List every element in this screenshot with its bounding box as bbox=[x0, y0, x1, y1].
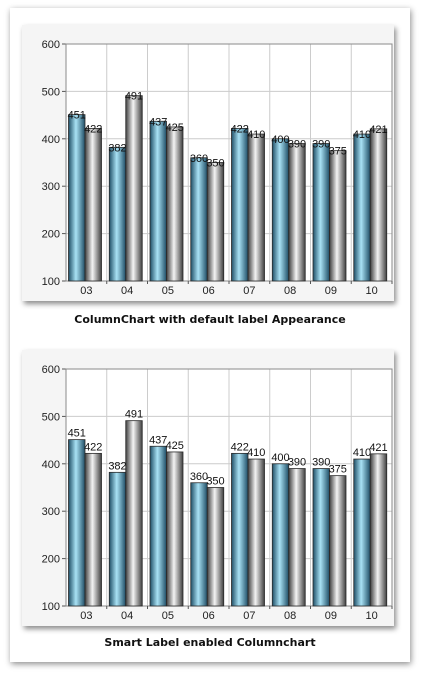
data-label: 350 bbox=[206, 158, 224, 170]
data-label: 437 bbox=[149, 434, 167, 446]
data-label: 382 bbox=[108, 460, 126, 472]
bar-series2-03 bbox=[84, 452, 102, 607]
x-tick-label: 07 bbox=[243, 610, 255, 622]
bar-series1-03 bbox=[68, 114, 86, 282]
data-label: 390 bbox=[312, 457, 330, 469]
x-tick-label: 04 bbox=[121, 285, 133, 297]
data-label: 410 bbox=[353, 129, 371, 141]
bar-series1-07 bbox=[231, 127, 249, 282]
data-label: 422 bbox=[84, 441, 102, 453]
x-tick-label: 10 bbox=[366, 285, 378, 297]
y-tick-label: 100 bbox=[42, 601, 60, 613]
bar-series2-05 bbox=[166, 126, 184, 282]
bar-series2-10 bbox=[369, 453, 388, 607]
chart-frame-smart-labels: 100 200 300 400 500 600 451 422 03 382 491 04 437 425… bbox=[22, 350, 394, 626]
bar-series1-03 bbox=[68, 439, 86, 607]
x-tick-label: 08 bbox=[284, 285, 296, 297]
bar-series2-04 bbox=[125, 420, 143, 607]
bar-series1-10 bbox=[353, 133, 371, 282]
bar-series2-04 bbox=[125, 95, 143, 282]
data-label: 375 bbox=[329, 464, 347, 476]
bar-series1-08 bbox=[271, 463, 290, 607]
bar-series2-07 bbox=[247, 458, 265, 607]
x-tick-label: 06 bbox=[203, 285, 215, 297]
data-label: 425 bbox=[166, 440, 184, 452]
bar-series2-05 bbox=[166, 451, 184, 607]
y-tick-label: 400 bbox=[42, 134, 60, 146]
bar-series1-08 bbox=[271, 138, 290, 282]
bar-series1-06 bbox=[190, 157, 208, 282]
data-label: 390 bbox=[312, 139, 330, 151]
data-label: 451 bbox=[68, 110, 86, 122]
x-tick-label: 09 bbox=[325, 610, 337, 622]
data-label: 421 bbox=[369, 124, 387, 136]
bar-series2-07 bbox=[247, 133, 265, 282]
data-label: 382 bbox=[108, 142, 126, 154]
x-tick-label: 04 bbox=[121, 610, 133, 622]
column-chart-default-labels: 1002003004005006004514220338249104437425… bbox=[42, 39, 393, 297]
data-label: 400 bbox=[271, 134, 289, 146]
column-chart-smart-labels: 1002003004005006004514220338249104437425… bbox=[42, 364, 393, 622]
data-label: 410 bbox=[353, 447, 371, 459]
bar-series1-06 bbox=[190, 482, 208, 607]
bar-series2-09 bbox=[329, 150, 347, 282]
bar-series2-09 bbox=[329, 475, 347, 607]
y-tick-label: 300 bbox=[42, 181, 60, 193]
x-tick-label: 10 bbox=[366, 610, 378, 622]
x-tick-label: 03 bbox=[80, 610, 92, 622]
bar-series2-08 bbox=[288, 143, 306, 282]
bar-series2-06 bbox=[206, 162, 225, 282]
data-label: 437 bbox=[149, 116, 167, 128]
x-tick-label: 06 bbox=[203, 610, 215, 622]
x-tick-label: 03 bbox=[80, 285, 92, 297]
y-tick-label: 600 bbox=[42, 364, 60, 376]
bar-series1-04 bbox=[108, 471, 127, 607]
data-label: 422 bbox=[231, 123, 249, 135]
chart-panel: 100 200 300 400 500 600 451 422 03 382 491 04 437 425… bbox=[10, 8, 410, 662]
data-label: 422 bbox=[84, 123, 102, 135]
y-tick-label: 200 bbox=[42, 554, 60, 566]
data-label: 400 bbox=[271, 452, 289, 464]
data-label: 425 bbox=[166, 122, 184, 134]
x-tick-label: 08 bbox=[284, 610, 296, 622]
bar-series1-09 bbox=[312, 143, 330, 282]
chart-caption-default-labels: ColumnChart with default label Appearanc… bbox=[74, 313, 346, 326]
data-label: 390 bbox=[288, 139, 306, 151]
bar-series2-08 bbox=[288, 468, 306, 607]
data-label: 421 bbox=[369, 442, 387, 454]
data-label: 390 bbox=[288, 457, 306, 469]
bar-series2-03 bbox=[84, 127, 102, 282]
chart-frame-default-labels: 100 200 300 400 500 600 451 422 03 382 491 04 437 425… bbox=[22, 25, 394, 301]
bar-series1-05 bbox=[149, 120, 167, 282]
bar-series2-06 bbox=[206, 487, 225, 607]
data-label: 491 bbox=[125, 91, 143, 103]
y-tick-label: 300 bbox=[42, 506, 60, 518]
x-tick-label: 07 bbox=[243, 285, 255, 297]
data-label: 375 bbox=[329, 146, 347, 158]
y-tick-label: 600 bbox=[42, 39, 60, 51]
y-tick-label: 200 bbox=[42, 229, 60, 241]
y-tick-label: 500 bbox=[42, 411, 60, 423]
x-tick-label: 05 bbox=[162, 285, 174, 297]
data-label: 410 bbox=[247, 447, 265, 459]
data-label: 422 bbox=[231, 441, 249, 453]
y-tick-label: 500 bbox=[42, 86, 60, 98]
x-tick-label: 05 bbox=[162, 610, 174, 622]
y-tick-label: 100 bbox=[42, 276, 60, 288]
data-label: 350 bbox=[206, 476, 224, 488]
data-label: 491 bbox=[125, 409, 143, 421]
bar-series1-04 bbox=[108, 146, 127, 282]
data-label: 451 bbox=[68, 428, 86, 440]
bar-series2-10 bbox=[369, 128, 388, 282]
data-label: 360 bbox=[190, 153, 208, 165]
bar-series1-10 bbox=[353, 458, 371, 607]
y-tick-label: 400 bbox=[42, 459, 60, 471]
chart-caption-smart-labels: Smart Label enabled Columnchart bbox=[104, 636, 316, 649]
data-label: 360 bbox=[190, 471, 208, 483]
bar-series1-05 bbox=[149, 445, 167, 607]
data-label: 410 bbox=[247, 129, 265, 141]
bar-series1-09 bbox=[312, 468, 330, 607]
bar-series1-07 bbox=[231, 452, 249, 607]
x-tick-label: 09 bbox=[325, 285, 337, 297]
